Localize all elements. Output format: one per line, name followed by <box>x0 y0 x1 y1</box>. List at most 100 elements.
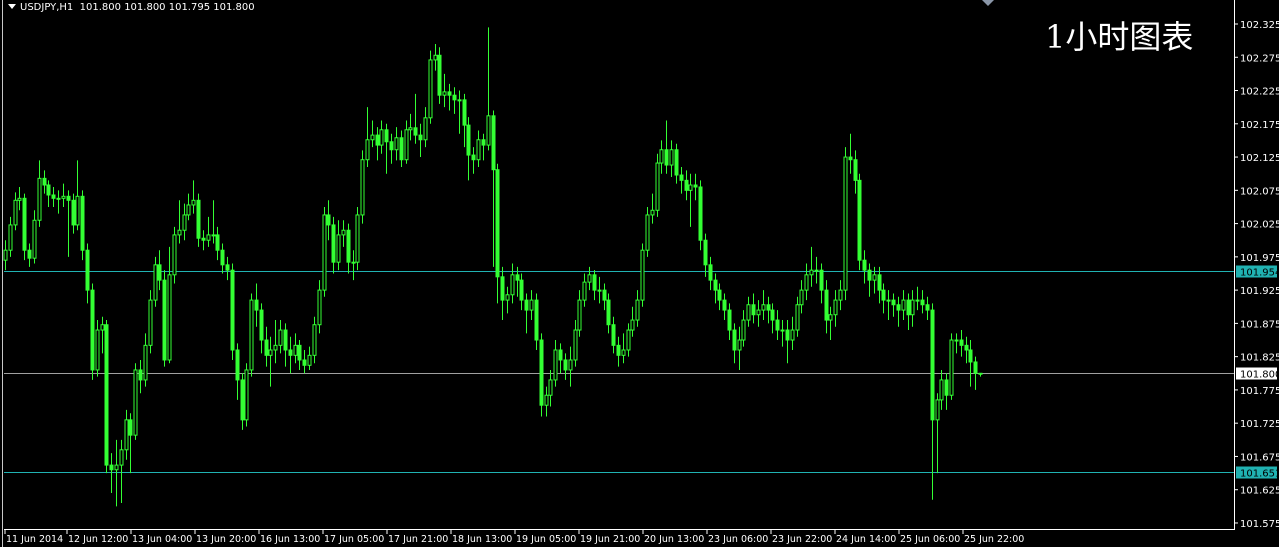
candle-bear <box>558 349 563 361</box>
candle-bear <box>437 54 442 96</box>
candle-bull <box>669 149 674 166</box>
candle-bull <box>8 224 13 251</box>
candle-bull <box>355 214 360 263</box>
x-tick-label: 19 Jun 05:00 <box>516 534 576 545</box>
candle-bear <box>42 177 47 186</box>
candle-bear <box>891 299 896 306</box>
candle-bear <box>90 289 95 371</box>
candle-bull <box>626 329 631 351</box>
candle-bull <box>433 54 438 61</box>
candle-bull <box>505 294 510 301</box>
candle-bull <box>544 394 549 406</box>
candle-bull <box>32 219 37 259</box>
y-tick-label: 101.775 <box>1240 386 1279 397</box>
candle-bear <box>331 224 336 263</box>
candle-bear <box>698 186 703 241</box>
y-tick-label: 102.225 <box>1240 87 1279 98</box>
candle-bear <box>616 344 621 356</box>
candle-bear <box>857 179 862 261</box>
candle-bull <box>244 369 249 421</box>
candle-bull <box>322 214 327 291</box>
x-tick-label: 19 Jun 21:00 <box>580 534 640 545</box>
time-axis[interactable]: 11 Jun 2014 12 Jun 12:00 13 Jun 04:00 13 Ju… <box>4 530 1024 545</box>
candle-bull <box>186 204 191 216</box>
candle-bull <box>61 195 66 199</box>
candle-bear <box>466 124 471 156</box>
candle-bull <box>746 304 751 321</box>
y-tick-label: 101.825 <box>1240 353 1279 364</box>
candle-bull <box>582 281 587 301</box>
candle-bull <box>379 129 384 146</box>
candle-bear <box>259 309 264 341</box>
candle-bull <box>597 289 602 292</box>
candle-bull <box>177 229 182 236</box>
candle-bear <box>964 344 969 351</box>
candle-bear <box>959 339 964 346</box>
candle-bear <box>225 264 230 271</box>
candle-bear <box>766 304 771 311</box>
candle-bull <box>828 314 833 321</box>
candle-bull <box>404 129 409 161</box>
candle-bull <box>741 319 746 341</box>
candle-bull <box>915 299 920 302</box>
candle-bear <box>51 194 56 199</box>
candle-bull <box>486 115 491 146</box>
candle-bear <box>66 195 71 201</box>
candle-bear <box>611 324 616 346</box>
candle-bull <box>268 349 273 356</box>
candle-bull <box>370 134 375 141</box>
candle-bear <box>534 299 539 341</box>
candle-bull <box>273 344 278 351</box>
candle-bull <box>133 369 138 436</box>
candle-bull <box>56 197 61 200</box>
candle-bear <box>679 174 684 181</box>
candle-bull <box>360 159 365 216</box>
y-tick-label: 101.675 <box>1240 452 1279 463</box>
candle-bear <box>215 234 220 251</box>
candle-bull <box>394 137 399 151</box>
candle-bear <box>481 139 486 146</box>
candle-bull <box>804 274 809 291</box>
candle-bull <box>577 299 582 331</box>
price-axis[interactable]: 102.325 102.275 102.225 102.175 102.125 102.0… <box>1234 20 1279 530</box>
candle-bear <box>471 154 476 161</box>
candle-bear <box>519 279 524 301</box>
candle-bear <box>452 94 457 101</box>
candle-bear <box>824 289 829 321</box>
candle-bull <box>814 269 819 272</box>
candle-bear <box>717 289 722 301</box>
candle-bull <box>901 299 906 311</box>
candle-bear <box>606 299 611 326</box>
candle-bull <box>935 399 940 421</box>
candle-bear <box>22 197 27 251</box>
candle-bear <box>230 269 235 351</box>
candle-bull <box>442 91 447 96</box>
candle-bull <box>799 289 804 306</box>
triangle-down-icon[interactable] <box>8 4 16 9</box>
y-tick-label: 102.275 <box>1240 53 1279 64</box>
candle-bear <box>462 99 467 126</box>
candle-bull <box>182 214 187 231</box>
candle-bear <box>157 264 162 281</box>
y-tick-label: 101.575 <box>1240 519 1279 530</box>
candle-bear <box>495 169 500 278</box>
x-tick-label: 13 Jun 04:00 <box>132 534 192 545</box>
candle-bear <box>973 361 978 374</box>
candle-bear <box>447 91 452 96</box>
y-tick-label: 102.075 <box>1240 186 1279 197</box>
y-tick-label: 102.325 <box>1240 20 1279 31</box>
x-tick-label: 12 Jun 12:00 <box>68 534 128 545</box>
candle-bear <box>920 299 925 306</box>
candle-bear <box>968 349 973 363</box>
y-tick-label: 102.125 <box>1240 153 1279 164</box>
candle-bull <box>17 197 22 201</box>
chart-shift-marker-icon[interactable] <box>982 0 994 6</box>
candle-bear <box>713 279 718 291</box>
candle-bear <box>693 184 698 188</box>
x-tick-label: 11 Jun 2014 <box>6 534 63 545</box>
candle-bear <box>770 309 775 321</box>
candle-bull <box>568 359 573 371</box>
x-tick-label: 16 Jun 13:00 <box>260 534 320 545</box>
